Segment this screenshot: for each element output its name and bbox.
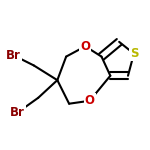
Text: S: S xyxy=(130,47,138,60)
Text: Br: Br xyxy=(6,49,21,62)
Text: O: O xyxy=(80,40,90,53)
Text: Br: Br xyxy=(10,106,25,119)
Text: O: O xyxy=(85,94,95,107)
